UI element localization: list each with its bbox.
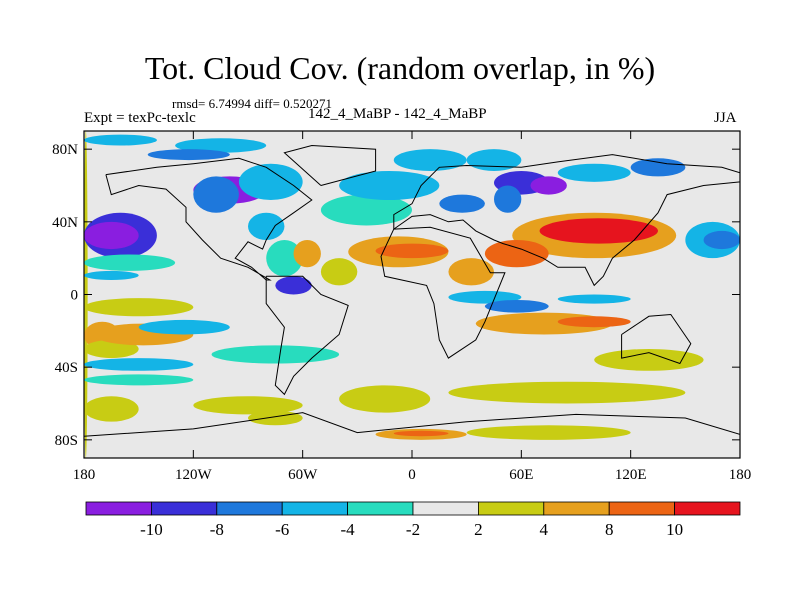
anomaly-region-3: [84, 254, 176, 271]
coastline-6: [84, 412, 740, 437]
coastline-3: [380, 226, 506, 359]
x-tick-label: 120W: [175, 467, 213, 483]
colorbar-swatch-8: [608, 501, 676, 516]
anomaly-region-43: [557, 294, 631, 304]
y-tick-label: 80N: [52, 142, 78, 158]
anomaly-region-35: [557, 163, 631, 182]
colorbar-label: -8: [210, 520, 224, 539]
anomaly-region-29: [439, 194, 485, 213]
anomaly-region-31: [466, 149, 522, 171]
heatmap-field: [84, 131, 740, 458]
anomaly-region-51: [448, 381, 686, 404]
anomaly-region-9: [84, 358, 194, 371]
anomaly-region-28: [339, 170, 440, 201]
anomaly-region-21: [266, 239, 303, 277]
anomaly-region-45: [557, 316, 631, 328]
x-axis: 180 120W 60W 0 60E 120E 180: [73, 131, 752, 483]
coastline-2: [283, 144, 377, 186]
anomaly-region-16: [147, 149, 230, 161]
anomaly-region-49: [211, 345, 340, 364]
anomaly-region-18: [193, 176, 239, 213]
anomaly-region-24: [320, 258, 358, 286]
colorbar-label: 8: [605, 520, 614, 539]
x-tick-label: 60E: [509, 467, 533, 483]
x-tick-label: 0: [408, 467, 416, 483]
anomaly-region-20: [248, 212, 285, 240]
coastline-outlines: [84, 144, 740, 437]
anomaly-region-40: [448, 258, 494, 286]
case-label: 142_4_MaBP - 142_4_MaBP: [308, 106, 487, 122]
colorbar-label: 10: [666, 520, 683, 539]
x-tick-label: 180: [729, 467, 752, 483]
coastline-0: [105, 157, 313, 281]
colorbar-swatch-0: [85, 501, 152, 516]
anomaly-region-13: [84, 374, 194, 386]
colorbar-label: -10: [140, 520, 163, 539]
colorbar-swatch-3: [281, 501, 349, 516]
x-tick-label: 180: [73, 467, 96, 483]
colorbar-label: -2: [406, 520, 420, 539]
anomaly-region-5: [84, 298, 194, 317]
colorbar-swatch-4: [347, 501, 414, 516]
y-tick-label: 40S: [55, 360, 78, 376]
colorbar-swatch-1: [150, 501, 218, 516]
anomaly-region-55: [393, 430, 449, 437]
y-axis: 80N 40N 0 40S 80S: [52, 142, 740, 449]
anomaly-region-23: [293, 240, 321, 268]
anomaly-region-39: [484, 240, 549, 268]
anomaly-region-15: [175, 138, 267, 153]
stats-line: rmsd= 6.74994 diff= 0.520271: [172, 96, 332, 111]
anomaly-region-14: [84, 134, 157, 146]
colorbar-label: -6: [275, 520, 289, 539]
experiment-label: Expt = texPc-texlc: [84, 110, 196, 126]
anomaly-region-22: [275, 276, 312, 295]
x-tick-label: 60W: [288, 467, 318, 483]
y-tick-label: 0: [71, 288, 79, 304]
anomaly-region-34: [494, 185, 522, 213]
anomaly-region-36: [630, 158, 686, 177]
y-tick-label: 80S: [55, 433, 78, 449]
colorbar-swatch-7: [543, 501, 610, 516]
coastline-5: [621, 313, 692, 365]
colorbar-swatch-5: [412, 501, 479, 516]
colorbar-swatch-9: [674, 501, 741, 516]
colorbar-swatch-2: [216, 501, 283, 516]
anomaly-region-11: [193, 396, 303, 415]
anomaly-region-19: [238, 163, 303, 201]
y-tick-label: 40N: [52, 215, 78, 231]
colorbar-label: -4: [341, 520, 356, 539]
anomaly-region-38: [539, 218, 658, 244]
coastline-1: [265, 275, 349, 396]
colorbar-label: 4: [540, 520, 549, 539]
anomaly-region-41: [448, 290, 522, 304]
x-tick-label: 120E: [615, 467, 647, 483]
anomaly-region-54: [466, 425, 631, 440]
anomaly-region-48: [703, 230, 740, 250]
anomaly-region-2: [84, 221, 139, 250]
anomaly-region-27: [320, 194, 413, 226]
coastline-4: [393, 154, 740, 287]
anomaly-region-33: [530, 176, 567, 195]
anomaly-region-50: [339, 385, 431, 413]
colorbar-label: 2: [474, 520, 483, 539]
season-label: JJA: [714, 110, 737, 126]
anomaly-region-10: [84, 396, 139, 422]
anomaly-region-12: [138, 319, 230, 335]
colorbar-swatch-6: [477, 501, 545, 516]
anomaly-region-52: [248, 410, 303, 426]
colorbar: -10 -8 -6 -4 -2 2 4 8 10: [85, 501, 741, 539]
anomaly-region-30: [393, 149, 467, 171]
anomaly-region-26: [375, 243, 449, 259]
chart-title: Tot. Cloud Cov. (random overlap, in %): [144, 50, 656, 86]
anomaly-region-42: [484, 299, 549, 313]
anomaly-region-4: [84, 270, 139, 280]
